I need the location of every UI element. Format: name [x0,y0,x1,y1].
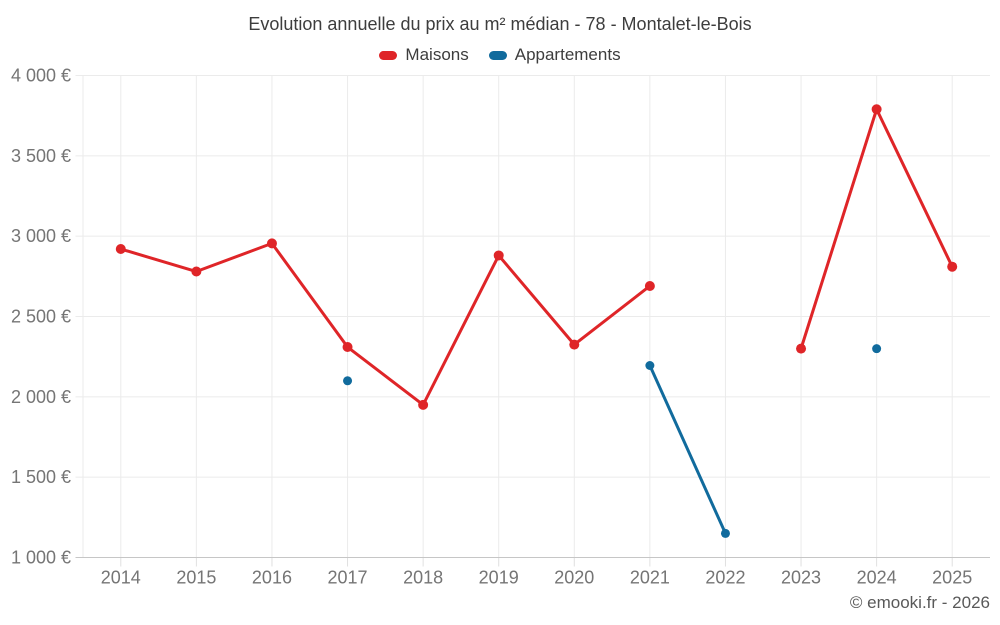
chart-title: Evolution annuelle du prix au m² médian … [248,14,752,34]
data-point-maisons-2021[interactable] [644,280,655,291]
y-axis-tick-label: 2 500 € [11,307,71,327]
y-axis-tick-label: 3 000 € [11,226,71,246]
x-axis-tick-label: 2025 [932,568,972,588]
data-point-maisons-2020[interactable] [569,339,580,350]
y-axis-tick-label: 1 500 € [11,467,71,487]
y-axis-tick-label: 3 500 € [11,146,71,166]
appartements-series-swatch-icon [488,50,507,60]
x-axis-tick-label: 2015 [176,568,216,588]
x-axis-tick-label: 2016 [252,568,292,588]
y-axis-tick-label: 2 000 € [11,387,71,407]
y-axis-tick-label: 1 000 € [11,548,71,568]
x-axis-tick-label: 2021 [630,568,670,588]
chart-legend: Maisons Appartements [0,45,1000,65]
maisons-series-swatch-icon [379,50,398,60]
data-point-maisons-2014[interactable] [115,244,126,255]
data-point-maisons-2024[interactable] [871,104,882,115]
data-point-maisons-2019[interactable] [493,250,504,261]
copyright-watermark: © emooki.fr - 2026 [849,593,990,612]
data-point-maisons-2016[interactable] [266,238,277,249]
y-axis-tick-label: 4 000 € [11,66,71,86]
series-line-maisons [119,241,652,407]
x-axis-tick-label: 2014 [101,568,141,588]
legend-item-appartements[interactable]: Appartements [488,45,621,65]
data-point-maisons-2023[interactable] [796,343,807,354]
x-axis-tick-label: 2018 [403,568,443,588]
x-axis-tick-label: 2022 [705,568,745,588]
data-point-appartements-2017[interactable] [343,376,353,386]
x-axis-tick-label: 2017 [328,568,368,588]
legend-label-maisons: Maisons [405,45,469,64]
data-point-appartements-2021[interactable] [645,361,655,371]
legend-item-maisons[interactable]: Maisons [379,45,469,65]
x-axis-tick-label: 2024 [857,568,897,588]
x-axis-tick-label: 2023 [781,568,821,588]
data-point-maisons-2015[interactable] [191,266,202,277]
x-axis-tick-label: 2019 [479,568,519,588]
data-point-maisons-2017[interactable] [342,342,353,353]
series-line-appartements [648,364,727,535]
legend-label-appartements: Appartements [514,45,621,64]
data-point-maisons-2018[interactable] [418,399,429,410]
x-axis-tick-label: 2020 [554,568,594,588]
data-point-maisons-2025[interactable] [947,261,958,272]
data-point-appartements-2022[interactable] [720,528,730,538]
data-point-appartements-2024[interactable] [872,344,882,354]
